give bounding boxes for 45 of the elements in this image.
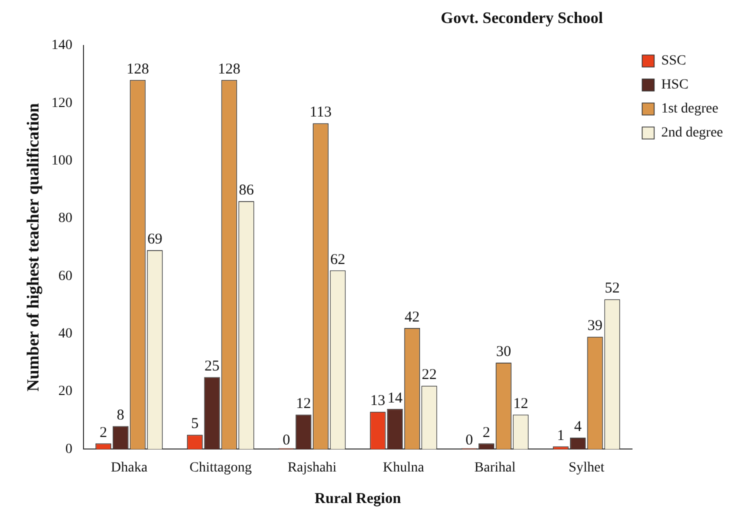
y-axis-title: Number of highest teacher qualification — [24, 102, 43, 392]
y-tick-label: 20 — [58, 384, 72, 400]
y-tick-label: 80 — [58, 211, 72, 226]
x-tick-label: Sylhet — [568, 460, 604, 476]
legend-label: HSC — [661, 78, 688, 93]
legend-label: SSC — [661, 54, 686, 69]
y-tick-label: 120 — [51, 96, 72, 111]
data-label: 128 — [218, 61, 240, 78]
data-label: 4 — [574, 419, 582, 436]
data-label: 42 — [404, 309, 420, 326]
x-tick-label: Dhaka — [110, 460, 148, 476]
data-label: 5 — [191, 416, 199, 432]
legend-label: 2nd degree — [661, 126, 724, 141]
data-label: 1 — [556, 428, 564, 444]
data-label: 113 — [310, 104, 332, 121]
data-label: 14 — [387, 390, 403, 406]
data-label: 25 — [204, 358, 220, 375]
legend-label: 1st degree — [661, 102, 718, 117]
data-label: 39 — [588, 318, 603, 334]
data-label: 2 — [100, 424, 108, 441]
y-tick-label: 100 — [51, 153, 72, 168]
data-label: 0 — [466, 432, 474, 449]
x-axis-title: Rural Region — [314, 490, 402, 507]
data-label: 12 — [296, 396, 311, 412]
x-tick-label: Barihal — [474, 460, 516, 476]
data-label: 22 — [422, 367, 437, 384]
data-label: 8 — [116, 408, 124, 424]
y-tick-label: 40 — [58, 326, 72, 342]
y-tick-label: 0 — [65, 442, 72, 457]
data-label: 128 — [126, 61, 149, 78]
data-label: 2 — [482, 424, 490, 441]
data-label: 0 — [282, 432, 290, 449]
data-label: 86 — [238, 182, 254, 199]
y-tick-label: 60 — [58, 268, 72, 284]
x-tick-label: Khulna — [382, 460, 425, 476]
x-tick-label: Chittagong — [189, 460, 252, 476]
data-label: 62 — [330, 252, 346, 268]
data-label: 13 — [370, 393, 386, 410]
data-label: 69 — [147, 232, 162, 248]
data-label: 12 — [513, 396, 528, 412]
data-label: 30 — [496, 344, 512, 360]
x-tick-label: Rajshahi — [288, 460, 337, 476]
y-tick-label: 140 — [51, 38, 72, 54]
chart-title: Govt. Secondery School — [440, 9, 604, 29]
data-label: 52 — [604, 280, 620, 297]
